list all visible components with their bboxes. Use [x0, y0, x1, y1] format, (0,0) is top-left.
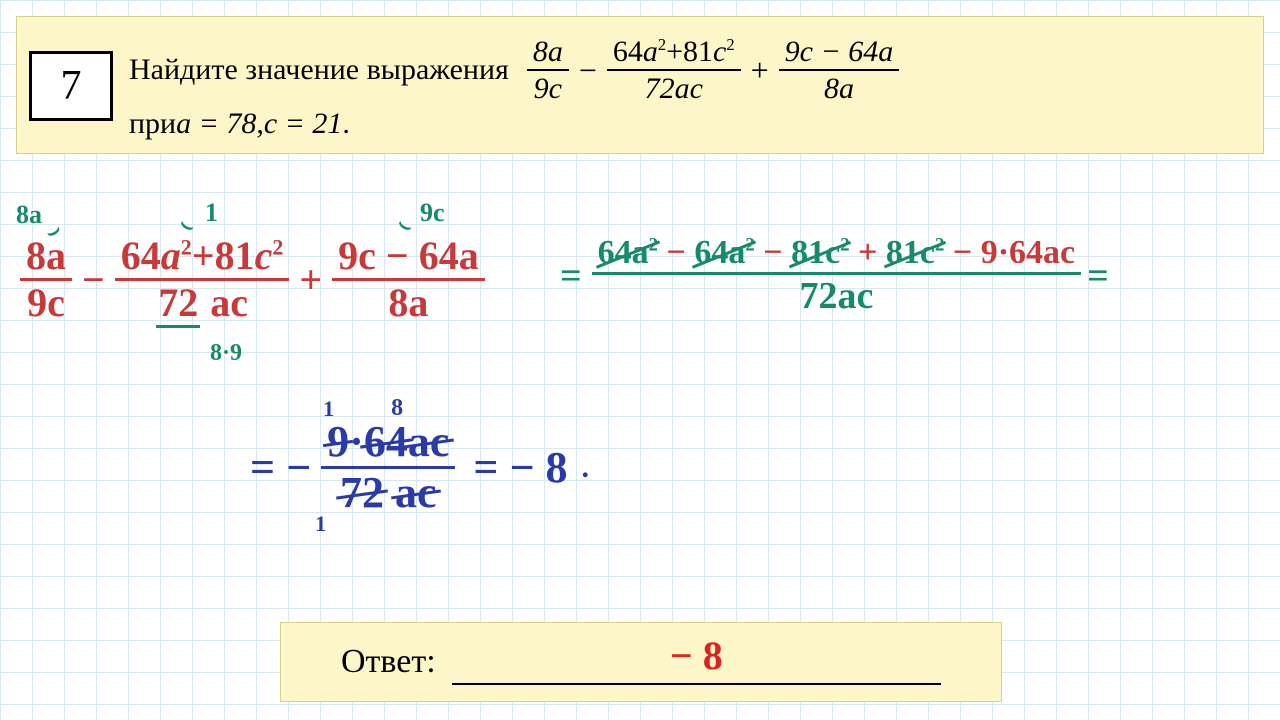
- cond-a: a = 78: [176, 107, 256, 141]
- rhs-expansion: = 64a2 − 64a2 − 81c2 + 81c2 − 9·64ac 72a…: [560, 236, 1109, 315]
- simplify-result: = − 8: [473, 442, 567, 493]
- rhs-frac-num: 64a2 − 64a2 − 81c2 + 81c2 − 9·64ac: [592, 236, 1082, 270]
- term-2-num: 64a2+81c2: [607, 36, 741, 68]
- simplify-frac: 1 8 9·64ac 72 ac 1: [321, 420, 455, 515]
- cond-prefix: при: [129, 107, 176, 141]
- simplify-den: 72 ac: [334, 471, 443, 515]
- lcm-note-right: 9c: [420, 198, 445, 228]
- simplify-dot: .: [582, 451, 590, 485]
- problem-line-1: Найдите значение выражения 8a 9c − 64a2+…: [129, 36, 1263, 105]
- cancel-bot-1: 1: [315, 513, 326, 535]
- rhs-frac: 64a2 − 64a2 − 81c2 + 81c2 − 9·64ac 72ac: [592, 236, 1082, 315]
- term-1: 8a 9c: [527, 36, 569, 105]
- answer-label: Ответ:: [341, 643, 436, 681]
- eq-1: =: [560, 254, 582, 298]
- lhs-frac-1: 8a 9c: [20, 236, 72, 323]
- lhs-frac-3: 9c − 64a 8a: [332, 236, 485, 323]
- factor-note: 8·9: [210, 340, 242, 367]
- lcm-note-mid: 1: [205, 198, 218, 228]
- simplify-prefix: = −: [250, 442, 311, 493]
- cond-c: c = 21: [264, 107, 343, 141]
- term-2: 64a2+81c2 72ac: [607, 36, 741, 105]
- rhs-trail: =: [1087, 254, 1109, 298]
- lhs-frac-2-num: 64a2+81c2: [115, 236, 290, 276]
- op-plus: +: [751, 52, 769, 89]
- answer-value: − 8: [452, 632, 941, 679]
- worksheet-page: 7 Найдите значение выражения 8a 9c − 64a…: [0, 0, 1280, 720]
- op-minus: −: [579, 52, 597, 89]
- lhs-frac-2: 64a2+81c2 72 ac: [115, 236, 290, 323]
- cond-end: .: [342, 107, 350, 141]
- problem-number: 7: [29, 51, 113, 121]
- answer-line: − 8: [452, 639, 941, 685]
- simplify-line: = − 1 8 9·64ac 72 ac 1 = − 8 .: [250, 420, 589, 515]
- problem-line-2: при a = 78 , c = 21 .: [129, 107, 1263, 141]
- simplify-num: 9·64ac: [321, 420, 455, 464]
- lcm-note-left: 8a: [16, 200, 42, 230]
- lhs-rewrite: 8a 9c − 64a2+81c2 72 ac + 9c − 64a 8a: [20, 236, 485, 323]
- problem-box: 7 Найдите значение выражения 8a 9c − 64a…: [16, 16, 1264, 154]
- problem-body: Найдите значение выражения 8a 9c − 64a2+…: [129, 17, 1263, 153]
- answer-box: Ответ: − 8: [280, 622, 1002, 702]
- cond-sep: ,: [256, 107, 264, 141]
- term-3: 9c − 64a 8a: [779, 36, 900, 105]
- prompt-text: Найдите значение выражения: [129, 53, 509, 87]
